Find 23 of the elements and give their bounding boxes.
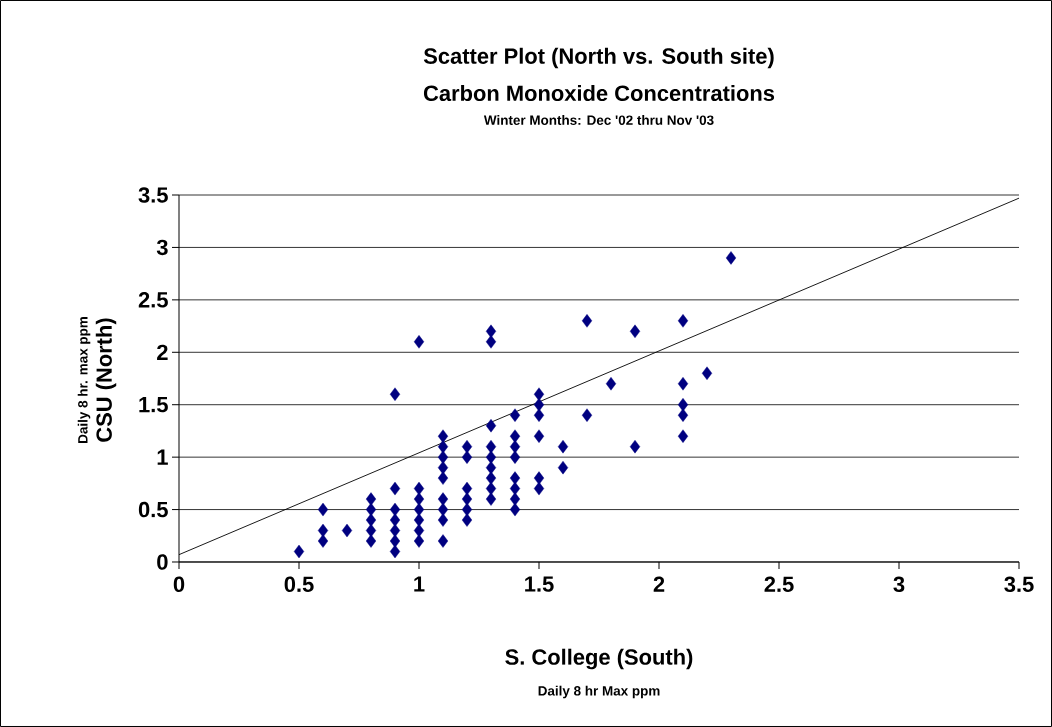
text: Winter Months: Dec '02 thru Nov '03: [483, 115, 714, 125]
y-tick-label: 2.5: [138, 292, 168, 308]
y-tick-label: 1: [157, 449, 168, 465]
chart-title: Scatter Plot (North vs. South site): [423, 47, 774, 69]
y-tick-label: 1.5: [139, 397, 168, 413]
text: Daily 8 hr Max ppm: [538, 685, 660, 699]
y-tick-label: 0.5: [138, 501, 168, 518]
x-tick-label: 1.5: [525, 576, 554, 592]
x-tick-label: 3: [893, 576, 905, 593]
y-tick-label: 3: [156, 239, 168, 256]
x-tick-label: 2.5: [764, 576, 794, 593]
y-tick-label: 3.5: [138, 187, 168, 203]
x-tick-label: 2: [653, 576, 665, 592]
y-tick-label: 2: [157, 344, 168, 360]
text: Daily 8 hr. max ppm: [77, 317, 91, 443]
x-axis-title: S. College (South): [505, 648, 693, 670]
y-tick-label: 0: [157, 554, 168, 570]
x-tick-label: 0.5: [284, 576, 314, 593]
x-tick-label: 1: [414, 576, 425, 592]
y-axis-title: CSU (North): [95, 318, 117, 442]
x-tick-label: 0: [173, 576, 185, 593]
x-tick-label: 3.5: [1004, 576, 1034, 593]
chart-subtitle: Carbon Monoxide Concentrations: [423, 84, 775, 102]
